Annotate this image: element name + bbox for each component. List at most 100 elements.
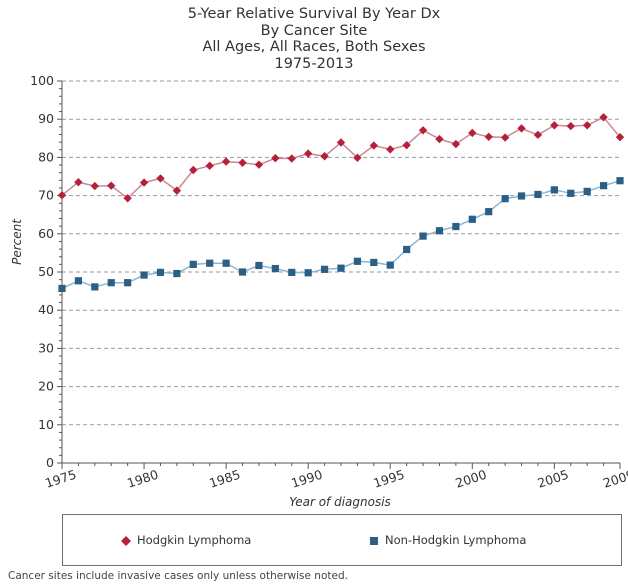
data-point-hodgkin [435,134,444,144]
data-point-hodgkin [484,132,493,141]
title-line-1: 5-Year Relative Survival By Year Dx [187,6,441,22]
data-point-non-hodgkin [452,222,460,231]
data-point-non-hodgkin [337,264,345,272]
data-point-non-hodgkin [534,190,542,199]
data-point-non-hodgkin [550,186,558,194]
series-line-hodgkin [61,116,621,200]
data-point-hodgkin [74,178,83,187]
data-point-non-hodgkin [370,258,378,267]
x-tick-label: 1980 [125,467,160,491]
x-tick-label: 1975 [43,467,78,491]
data-point-hodgkin [238,158,247,167]
data-point-non-hodgkin [107,279,115,287]
data-point-non-hodgkin [271,264,279,273]
data-point-hodgkin [369,141,379,150]
legend-item-hodgkin[interactable]: Hodgkin Lymphoma [121,533,251,547]
y-tick-label: 50 [38,264,54,279]
data-point-non-hodgkin [58,284,66,293]
data-point-hodgkin [500,133,510,142]
legend: Hodgkin Lymphoma Non-Hodgkin Lymphoma [62,514,622,566]
data-point-non-hodgkin [403,245,411,254]
chart-title: 5-Year Relative Survival By Year Dx By C… [0,6,628,72]
data-point-non-hodgkin [320,265,329,273]
data-point-hodgkin [90,181,100,191]
data-point-non-hodgkin [238,268,247,276]
data-point-hodgkin [320,152,329,161]
data-point-non-hodgkin [255,261,263,270]
data-point-hodgkin [517,124,526,133]
series-layer [57,113,625,293]
data-point-hodgkin [156,174,165,183]
data-point-non-hodgkin [189,260,197,268]
data-point-hodgkin [287,154,296,163]
y-tick-label: 80 [38,149,54,164]
y-tick-label: 0 [46,455,54,470]
y-tick-label: 70 [38,188,54,203]
title-line-3: All Ages, All Races, Both Sexes [202,39,426,55]
data-point-hodgkin [189,165,198,175]
data-point-non-hodgkin [74,277,83,285]
data-point-hodgkin [139,178,149,187]
data-point-hodgkin [172,186,182,195]
data-point-hodgkin [582,121,592,130]
y-tick-label: 30 [38,340,54,355]
y-tick-label: 40 [38,302,54,317]
data-point-hodgkin [205,161,214,171]
diamond-marker-icon [121,535,131,546]
x-tick-label: 1995 [371,467,406,491]
data-point-hodgkin [533,130,543,140]
data-point-non-hodgkin [288,268,296,276]
data-point-hodgkin [57,191,67,200]
square-marker-icon [370,536,378,545]
data-point-hodgkin [550,121,559,130]
data-point-non-hodgkin [599,182,608,190]
x-tick-label: 2000 [453,467,488,491]
x-tick-label: 2005 [536,467,571,491]
data-point-hodgkin [402,140,411,150]
data-point-non-hodgkin [386,261,394,269]
legend-label-hodgkin: Hodgkin Lymphoma [137,533,252,547]
data-point-non-hodgkin [468,215,476,223]
data-point-hodgkin [386,145,395,154]
footnote: Cancer sites include invasive cases only… [8,570,348,582]
data-point-hodgkin [123,194,132,203]
data-point-non-hodgkin [353,257,362,265]
data-point-non-hodgkin [419,232,427,240]
x-tick-label: 1990 [289,467,324,491]
data-point-non-hodgkin [140,271,148,279]
data-point-hodgkin [221,157,231,166]
data-point-non-hodgkin [567,189,575,197]
data-point-hodgkin [107,181,116,190]
y-tick-label: 20 [38,379,54,394]
data-point-non-hodgkin [206,259,214,267]
title-line-2: By Cancer Site [260,22,368,39]
title-line-4: 1975-2013 [274,55,354,72]
data-point-hodgkin [599,113,608,122]
data-point-hodgkin [468,128,477,138]
data-point-hodgkin [303,149,313,158]
data-point-non-hodgkin [435,227,444,235]
data-point-non-hodgkin [173,269,181,278]
x-tick-label: 1985 [207,467,242,491]
data-point-non-hodgkin [156,268,165,276]
data-point-non-hodgkin [485,208,493,216]
data-point-non-hodgkin [583,187,591,195]
y-tick-label: 60 [38,226,54,241]
x-axis-label: Year of diagnosis [289,495,391,509]
y-axis-label: Percent [10,218,24,265]
data-point-hodgkin [451,139,461,149]
legend-item-non-hodgkin[interactable]: Non-Hodgkin Lymphoma [369,533,526,547]
data-point-hodgkin [615,132,625,142]
data-point-hodgkin [271,153,280,163]
y-tick-label: 10 [38,417,54,432]
data-point-non-hodgkin [124,279,132,287]
data-point-hodgkin [418,126,428,135]
data-point-non-hodgkin [222,259,230,267]
data-point-hodgkin [254,160,264,169]
y-tick-label: 90 [38,111,54,126]
legend-label-non-hodgkin: Non-Hodgkin Lymphoma [385,533,527,547]
x-tick-label: 2009 [601,467,628,491]
y-tick-label: 100 [30,73,54,88]
data-point-non-hodgkin [304,269,312,277]
